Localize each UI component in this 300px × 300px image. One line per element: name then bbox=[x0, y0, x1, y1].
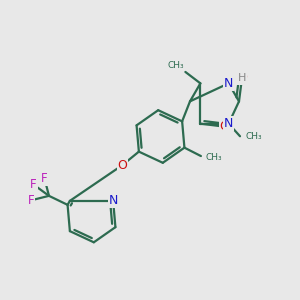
Text: O: O bbox=[220, 120, 229, 133]
Text: O: O bbox=[117, 159, 127, 172]
Text: F: F bbox=[28, 194, 34, 207]
Text: H: H bbox=[238, 73, 246, 83]
Text: O: O bbox=[237, 71, 247, 85]
Text: N: N bbox=[108, 194, 118, 207]
Text: CH₃: CH₃ bbox=[206, 153, 222, 162]
Text: N: N bbox=[224, 77, 233, 90]
Text: F: F bbox=[30, 178, 37, 191]
Text: N: N bbox=[224, 117, 233, 130]
Text: CH₃: CH₃ bbox=[245, 132, 262, 141]
Text: CH₃: CH₃ bbox=[167, 61, 184, 70]
Text: F: F bbox=[41, 172, 48, 185]
